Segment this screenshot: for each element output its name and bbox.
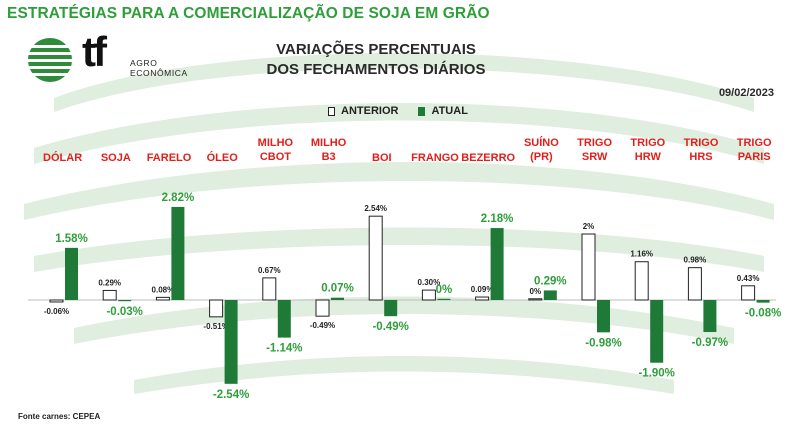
category-label: SRW: [582, 151, 608, 163]
bar-atual: [331, 297, 344, 300]
data-label-atual: 0.29%: [534, 275, 567, 287]
category-label: SUÍNO: [524, 136, 559, 149]
category-label: TRIGO: [577, 137, 612, 149]
data-label-atual: -0.49%: [372, 321, 408, 333]
chart-title-line1: VARIAÇÕES PERCENTUAIS: [276, 41, 476, 58]
chart-date: 09/02/2023: [718, 87, 774, 99]
bar-atual: [171, 206, 185, 300]
data-label-anterior: 0.43%: [737, 274, 760, 283]
category-label: HRW: [635, 151, 662, 163]
category-label: TRIGO: [737, 137, 772, 149]
bar-anterior: [687, 267, 702, 301]
bar-anterior: [475, 296, 490, 301]
data-label-anterior: 1.16%: [630, 250, 653, 259]
bar-anterior: [528, 298, 543, 301]
bar-anterior: [262, 277, 277, 301]
logo-mark: tf: [82, 28, 107, 75]
data-label-anterior: 0.67%: [258, 266, 281, 275]
bar-anterior: [102, 289, 117, 301]
data-label-anterior: -0.49%: [310, 321, 335, 330]
bar-atual: [224, 300, 238, 384]
bar-atual: [543, 290, 557, 300]
bar-atual: [756, 300, 770, 303]
logo-line2: ECONÔMICA: [130, 68, 188, 78]
category-label: ÓLEO: [207, 151, 239, 164]
category-label: DÓLAR: [43, 151, 82, 164]
data-label-atual: -0.03%: [106, 306, 142, 318]
data-label-atual: -1.14%: [266, 343, 302, 355]
bar-anterior: [49, 299, 64, 303]
source-note: Fonte carnes: CEPEA: [18, 412, 101, 421]
legend-swatch-anterior: [328, 106, 335, 116]
bar-anterior: [155, 296, 170, 301]
data-label-anterior: -0.06%: [44, 307, 69, 316]
chart-panel: tf AGRO ECONÔMICA VARIAÇÕES PERCENTUAIS …: [14, 28, 784, 423]
data-label-anterior: 0%: [530, 287, 542, 296]
bar-atual: [384, 300, 398, 317]
bar-atual: [118, 300, 132, 302]
data-label-atual: 2.18%: [481, 213, 514, 225]
bar-anterior: [741, 285, 756, 301]
category-label: (PR): [530, 151, 553, 163]
page-title: ESTRATÉGIAS PARA A COMERCIALIZAÇÃO DE SO…: [7, 5, 490, 22]
bar-atual: [65, 247, 78, 300]
data-label-anterior: -0.51%: [203, 322, 228, 331]
legend-label-atual: ATUAL: [431, 105, 468, 117]
category-label: FRANGO: [411, 152, 459, 164]
data-label-anterior: 2.54%: [364, 204, 387, 213]
globe-icon: [26, 38, 74, 82]
data-label-anterior: 2%: [583, 222, 595, 231]
chart-title-line2: DOS FECHAMENTOS DIÁRIOS: [266, 61, 486, 78]
data-label-atual: 1.58%: [55, 233, 88, 245]
bar-chart: DÓLAR -0.06% 1.58% SOJA 0.29% -0.03% FARELO 0.0…: [28, 136, 781, 401]
bar-anterior: [368, 215, 383, 301]
bar-atual: [597, 300, 610, 333]
data-label-atual: 2.82%: [162, 192, 195, 204]
category-label: CBOT: [260, 151, 291, 163]
legend-label-anterior: ANTERIOR: [341, 105, 399, 117]
legend-swatch-atual: [418, 106, 426, 116]
bar-anterior: [209, 299, 224, 318]
bar-atual: [490, 228, 504, 300]
legend: ANTERIOR ATUAL: [328, 105, 468, 117]
data-label-atual: -2.54%: [213, 389, 249, 401]
chart-title: VARIAÇÕES PERCENTUAIS DOS FECHAMENTOS DI…: [246, 40, 506, 80]
bar-atual: [650, 300, 664, 363]
bar-anterior: [581, 233, 596, 301]
data-label-atual: -0.08%: [745, 308, 781, 320]
category-label: SOJA: [101, 152, 131, 164]
logo-line1: AGRO: [130, 58, 158, 68]
category-label: HRS: [689, 151, 712, 163]
category-label: MILHO: [311, 137, 347, 149]
category-label: BEZERRO: [461, 152, 515, 164]
category-label: BOI: [372, 152, 392, 164]
bar-atual: [703, 300, 717, 333]
bar-atual: [437, 298, 451, 300]
data-label-anterior: 0.30%: [418, 278, 441, 287]
data-label-anterior: 0.08%: [152, 285, 175, 294]
bar-anterior: [421, 289, 436, 301]
category-label: FARELO: [147, 152, 192, 164]
category-label: TRIGO: [684, 137, 719, 149]
bar-anterior: [634, 261, 649, 301]
data-label-anterior: 0.29%: [98, 278, 121, 287]
logo-text: AGRO ECONÔMICA: [130, 58, 190, 78]
data-label-anterior: 0.09%: [471, 285, 494, 294]
category-label: PARIS: [738, 151, 771, 163]
category-label: TRIGO: [630, 137, 665, 149]
category-label: B3: [322, 151, 336, 163]
category-label: MILHO: [258, 137, 294, 149]
data-label-atual: -1.90%: [638, 368, 674, 380]
bar-anterior: [315, 299, 330, 317]
data-label-atual: 0%: [436, 284, 453, 296]
data-label-atual: -0.97%: [692, 337, 728, 349]
data-label-atual: 0.07%: [321, 283, 354, 295]
bar-atual: [277, 300, 291, 338]
data-label-atual: -0.98%: [585, 337, 621, 349]
data-label-anterior: 0.98%: [684, 256, 707, 265]
logo: tf AGRO ECONÔMICA: [24, 28, 187, 84]
